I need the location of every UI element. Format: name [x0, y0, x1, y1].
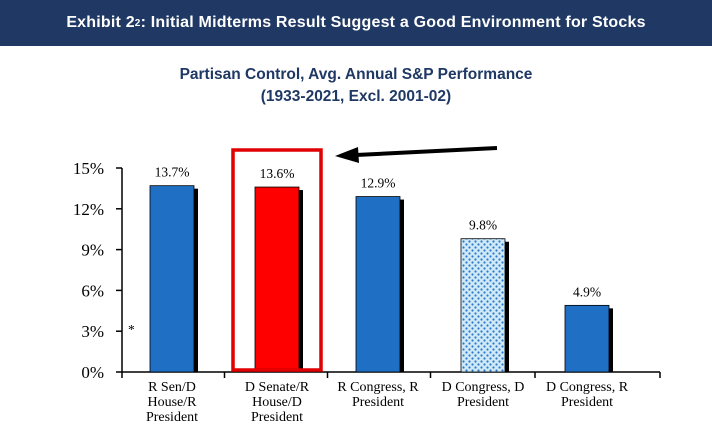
bar — [355, 196, 401, 373]
y-tick-label: 12% — [73, 200, 104, 219]
chart-title: Partisan Control, Avg. Annual S&P Perfor… — [179, 66, 533, 83]
arrow-head — [335, 147, 359, 163]
y-tick-label: 9% — [81, 241, 104, 260]
category-label: President — [457, 395, 509, 410]
category-label: President — [352, 395, 404, 410]
bar — [564, 304, 610, 373]
y-tick-label: 15% — [73, 159, 104, 178]
banner-prefix: Exhibit 2 — [66, 14, 135, 31]
category-label: President — [561, 395, 613, 410]
y-tick-label: 0% — [81, 363, 104, 382]
category-label: D Senate/R — [245, 380, 310, 395]
y-tick-label: 6% — [81, 281, 104, 300]
data-label: 13.7% — [155, 165, 190, 180]
category-label: D Congress, D — [442, 380, 525, 395]
chart-subtitle: (1933-2021, Excl. 2001-02) — [260, 88, 452, 105]
category-label: House/R — [148, 395, 198, 410]
highlight-box — [231, 148, 323, 372]
data-label: 4.9% — [573, 284, 601, 299]
category-label: R Congress, R — [337, 380, 419, 395]
arrow-shaft — [355, 146, 498, 157]
category-label: R Sen/D — [148, 380, 196, 395]
category-label: President — [146, 410, 198, 425]
banner-suffix: : Initial Midterms Result Suggest a Good… — [140, 14, 646, 31]
category-label: House/D — [252, 395, 302, 410]
asterisk-annotation: * — [128, 322, 135, 337]
data-label: 9.8% — [469, 218, 497, 233]
chart-title-block: Partisan Control, Avg. Annual S&P Perfor… — [0, 64, 712, 108]
category-label: D Congress, R — [546, 380, 629, 395]
bar — [149, 185, 195, 373]
data-label: 12.9% — [361, 176, 396, 191]
banner-superscript: 2 — [134, 17, 141, 29]
bar — [254, 186, 300, 373]
y-tick-label: 3% — [81, 322, 104, 341]
category-label: President — [251, 410, 303, 425]
bar — [460, 238, 506, 373]
data-label: 13.6% — [260, 166, 295, 181]
